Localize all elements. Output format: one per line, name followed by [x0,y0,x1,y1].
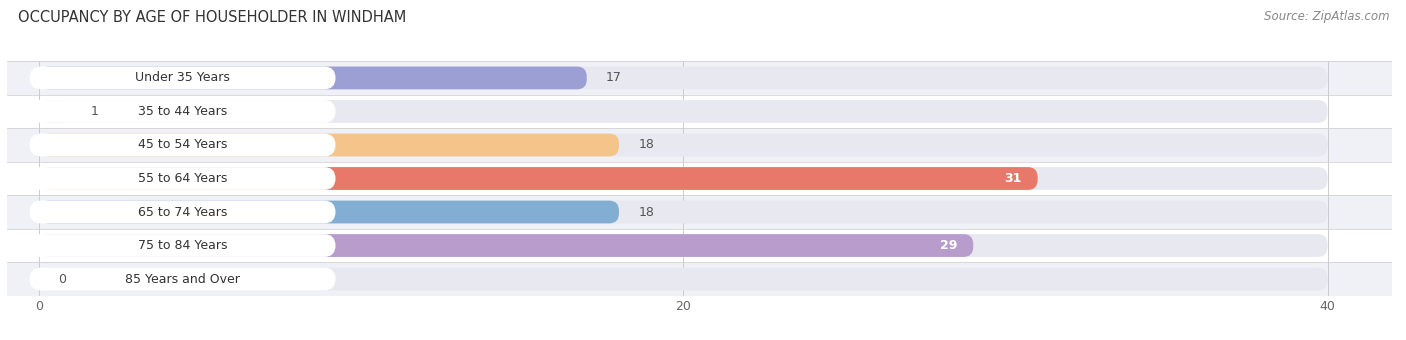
Text: 0: 0 [59,273,66,286]
Bar [7,229,1392,262]
Text: 35 to 44 Years: 35 to 44 Years [138,105,228,118]
Bar [7,162,1392,195]
Text: Source: ZipAtlas.com: Source: ZipAtlas.com [1264,10,1389,23]
FancyBboxPatch shape [39,234,1327,257]
FancyBboxPatch shape [39,167,1327,190]
Text: 75 to 84 Years: 75 to 84 Years [138,239,228,252]
Bar [7,262,1392,296]
Text: 85 Years and Over: 85 Years and Over [125,273,240,286]
Text: Under 35 Years: Under 35 Years [135,71,231,84]
Bar [7,128,1392,162]
Text: 29: 29 [939,239,957,252]
FancyBboxPatch shape [39,234,973,257]
FancyBboxPatch shape [39,201,1327,223]
Text: 18: 18 [638,138,654,152]
FancyBboxPatch shape [30,100,336,123]
Text: 55 to 64 Years: 55 to 64 Years [138,172,228,185]
FancyBboxPatch shape [30,67,336,89]
FancyBboxPatch shape [39,201,619,223]
FancyBboxPatch shape [30,201,336,223]
FancyBboxPatch shape [39,134,1327,156]
FancyBboxPatch shape [39,67,1327,89]
FancyBboxPatch shape [39,134,619,156]
FancyBboxPatch shape [39,100,72,123]
FancyBboxPatch shape [39,268,1327,290]
Text: 18: 18 [638,205,654,219]
Text: 45 to 54 Years: 45 to 54 Years [138,138,228,152]
Text: 1: 1 [91,105,98,118]
Bar [7,95,1392,128]
FancyBboxPatch shape [39,67,586,89]
FancyBboxPatch shape [30,167,336,190]
Text: 31: 31 [1004,172,1022,185]
Text: 17: 17 [606,71,621,84]
FancyBboxPatch shape [30,268,336,290]
Bar [7,61,1392,95]
FancyBboxPatch shape [39,167,1038,190]
FancyBboxPatch shape [30,134,336,156]
Bar [7,195,1392,229]
Text: OCCUPANCY BY AGE OF HOUSEHOLDER IN WINDHAM: OCCUPANCY BY AGE OF HOUSEHOLDER IN WINDH… [18,10,406,25]
Text: 65 to 74 Years: 65 to 74 Years [138,205,228,219]
FancyBboxPatch shape [30,234,336,257]
FancyBboxPatch shape [39,100,1327,123]
